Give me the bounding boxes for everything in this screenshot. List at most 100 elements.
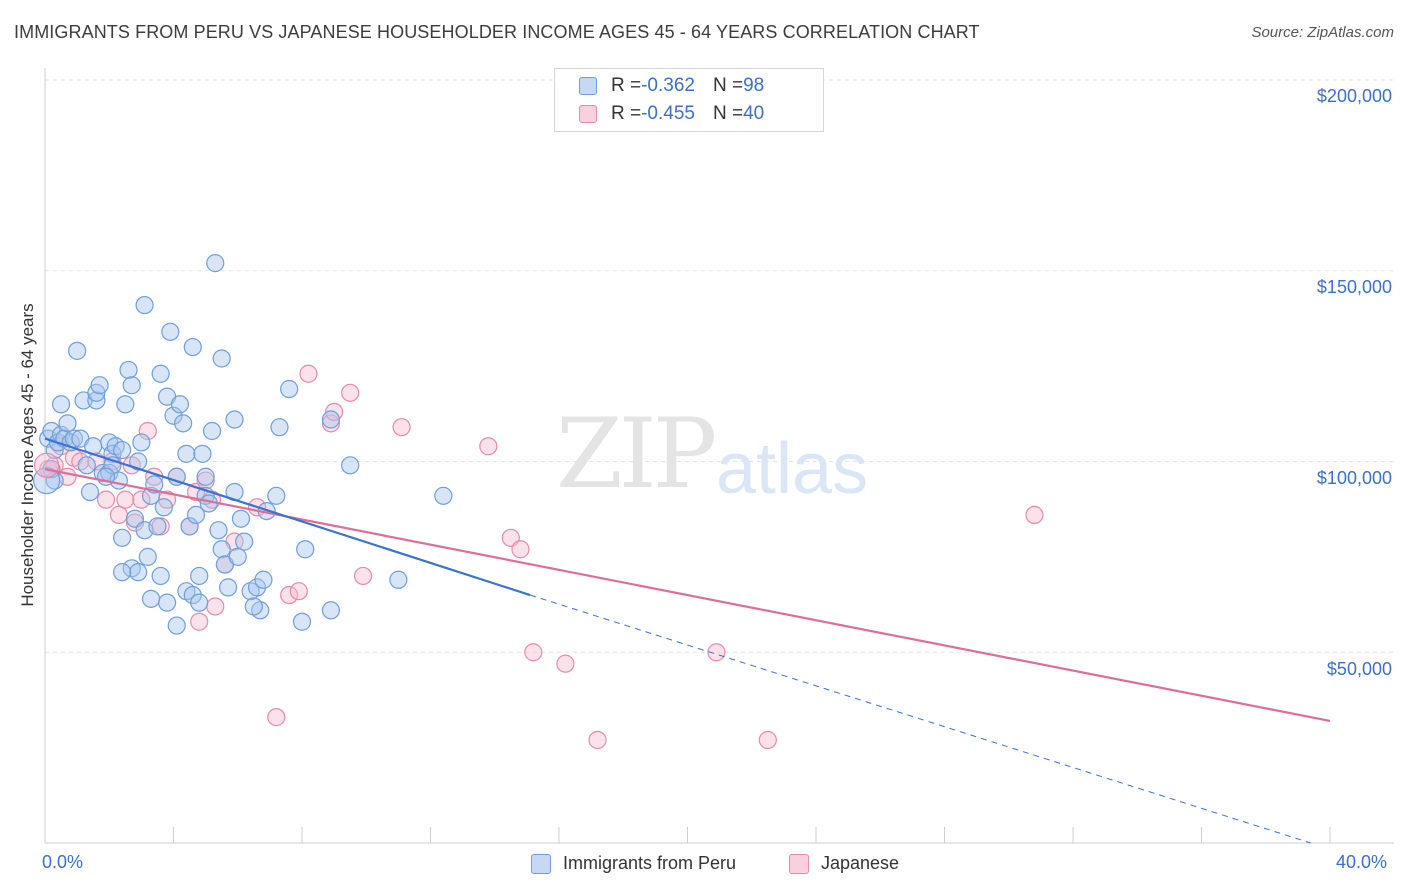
japanese-point: [299, 364, 318, 383]
peru-point: [228, 547, 247, 566]
peru-point: [247, 578, 267, 597]
x-min-label: 0.0%: [42, 852, 84, 872]
legend-swatch-pink: [579, 105, 597, 123]
japanese-point: [758, 730, 777, 750]
japanese-point: [125, 513, 145, 532]
japanese-point: [511, 540, 530, 559]
japanese-trend-line: [44, 468, 1331, 722]
peru-point: [321, 410, 341, 429]
legend-row-peru: R = -0.362 N = 98: [579, 74, 764, 98]
x-max-label: 40.0%: [1336, 852, 1388, 872]
peru-point: [209, 521, 228, 540]
peru-point: [219, 578, 238, 597]
peru-point: [292, 612, 312, 631]
peru-point: [170, 395, 190, 414]
watermark-atlas: atlas: [716, 429, 869, 509]
japanese-point: [138, 421, 157, 441]
bottom-legend-japanese-label: Japanese: [821, 853, 900, 873]
peru-point: [58, 414, 77, 433]
chart-title: IMMIGRANTS FROM PERU VS JAPANESE HOUSEHO…: [14, 22, 980, 42]
y-tick-label: $100,000: [1316, 468, 1392, 488]
japanese-point: [190, 612, 209, 631]
y-axis-label: Householder Income Ages 45 - 64 years: [18, 303, 37, 607]
bottom-legend-swatch-blue: [531, 853, 551, 874]
japanese-point: [588, 730, 607, 750]
japanese-point: [1025, 505, 1044, 525]
peru-point: [68, 341, 87, 360]
peru-point: [254, 570, 273, 589]
peru-point: [90, 376, 109, 395]
bottom-legend-swatch-pink: [789, 853, 809, 874]
peru-point: [51, 395, 71, 414]
peru-point: [161, 322, 180, 341]
peru-trend-extension: [529, 594, 1311, 844]
legend-row-japanese: R = -0.455 N = 40: [579, 102, 764, 126]
peru-point: [389, 570, 408, 589]
peru-point: [138, 547, 157, 566]
peru-point: [190, 593, 209, 612]
legend-n-value: 98: [743, 75, 765, 96]
source-credit: Source: ZipAtlas.com: [1251, 24, 1394, 41]
bottom-legend-japanese: Japanese: [789, 853, 899, 874]
peru-point: [135, 295, 154, 315]
japanese-point: [116, 490, 135, 509]
peru-point: [186, 505, 206, 525]
y-tick-label: $50,000: [1326, 659, 1392, 679]
legend-r-label: R =: [611, 75, 642, 96]
peru-point: [119, 360, 138, 380]
peru-point: [296, 540, 315, 559]
watermark-zip: ZIP: [556, 398, 717, 510]
legend-r-label: R =: [611, 103, 642, 124]
peru-point: [244, 597, 263, 616]
peru-point: [280, 379, 299, 399]
japanese-point: [206, 597, 225, 616]
peru-point: [183, 337, 202, 357]
japanese-point: [321, 414, 341, 433]
peru-point: [112, 563, 132, 582]
peru-point: [225, 410, 244, 429]
bottom-legend-peru-label: Immigrants from Peru: [563, 853, 737, 873]
peru-point: [434, 486, 453, 505]
japanese-point: [196, 471, 215, 490]
peru-point: [129, 452, 148, 471]
peru-point: [177, 444, 196, 463]
legend-n-value: 40: [743, 103, 765, 124]
peru-point-large: [33, 466, 61, 495]
peru-point: [112, 440, 132, 460]
japanese-point-large: [34, 452, 60, 478]
y-tick-label: $150,000: [1316, 277, 1392, 297]
peru-point: [154, 498, 173, 517]
peru-point: [206, 254, 225, 273]
japanese-point: [524, 643, 543, 662]
peru-point: [270, 418, 289, 437]
japanese-point: [479, 437, 498, 456]
peru-point: [212, 349, 231, 368]
peru-point: [231, 509, 251, 528]
peru-point: [174, 414, 193, 433]
peru-point: [193, 444, 212, 463]
japanese-point: [132, 490, 151, 509]
bottom-legend-peru: Immigrants from Peru: [531, 853, 736, 874]
correlation-legend: R = -0.362 N = 98 R = -0.455 N = 40: [554, 68, 824, 132]
peru-point: [212, 540, 231, 559]
peru-point: [87, 391, 106, 410]
japanese-point: [556, 654, 575, 673]
peru-point: [183, 585, 202, 605]
japanese-point: [341, 383, 360, 402]
legend-n-label: N =: [712, 75, 744, 96]
peru-point: [167, 467, 186, 486]
peru-point: [196, 467, 215, 486]
peru-point: [129, 563, 148, 582]
peru-point: [341, 456, 360, 475]
japanese-point: [392, 418, 411, 437]
peru-point: [321, 601, 341, 620]
legend-r-value: -0.362: [641, 75, 695, 96]
japanese-point: [353, 566, 373, 586]
peru-point: [80, 482, 100, 502]
peru-point: [132, 433, 151, 452]
peru-point: [157, 593, 177, 612]
peru-point: [141, 589, 161, 608]
japanese-point: [267, 708, 286, 727]
peru-point: [190, 566, 209, 586]
